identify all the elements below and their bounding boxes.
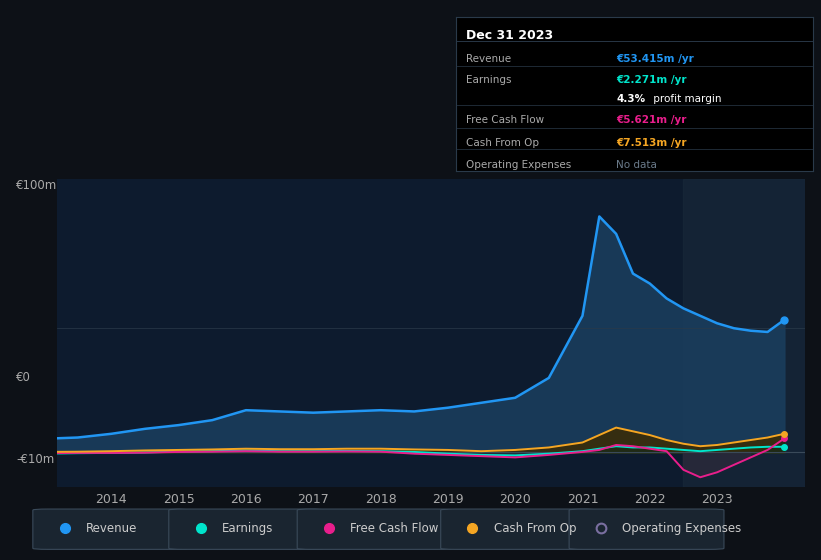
FancyBboxPatch shape bbox=[441, 509, 595, 549]
Text: -€10m: -€10m bbox=[16, 453, 55, 466]
FancyBboxPatch shape bbox=[169, 509, 323, 549]
Text: Operating Expenses: Operating Expenses bbox=[466, 160, 571, 170]
Text: Operating Expenses: Operating Expenses bbox=[622, 522, 741, 535]
Text: €0: €0 bbox=[16, 371, 31, 384]
Text: 4.3%: 4.3% bbox=[617, 94, 645, 104]
Text: Earnings: Earnings bbox=[466, 76, 511, 85]
FancyBboxPatch shape bbox=[33, 509, 188, 549]
Text: Free Cash Flow: Free Cash Flow bbox=[350, 522, 438, 535]
Text: Earnings: Earnings bbox=[222, 522, 273, 535]
Text: Dec 31 2023: Dec 31 2023 bbox=[466, 29, 553, 42]
Text: profit margin: profit margin bbox=[650, 94, 722, 104]
Text: Revenue: Revenue bbox=[85, 522, 137, 535]
Text: €7.513m /yr: €7.513m /yr bbox=[617, 138, 687, 148]
Text: Free Cash Flow: Free Cash Flow bbox=[466, 115, 544, 125]
Text: Revenue: Revenue bbox=[466, 54, 511, 64]
Text: €53.415m /yr: €53.415m /yr bbox=[617, 54, 694, 64]
Text: €2.271m /yr: €2.271m /yr bbox=[617, 76, 687, 85]
Bar bbox=[683, 179, 805, 487]
Text: Cash From Op: Cash From Op bbox=[466, 138, 539, 148]
FancyBboxPatch shape bbox=[569, 509, 724, 549]
Text: €100m: €100m bbox=[16, 179, 57, 192]
FancyBboxPatch shape bbox=[297, 509, 452, 549]
Text: Cash From Op: Cash From Op bbox=[493, 522, 576, 535]
Text: €5.621m /yr: €5.621m /yr bbox=[617, 115, 686, 125]
Text: No data: No data bbox=[617, 160, 658, 170]
